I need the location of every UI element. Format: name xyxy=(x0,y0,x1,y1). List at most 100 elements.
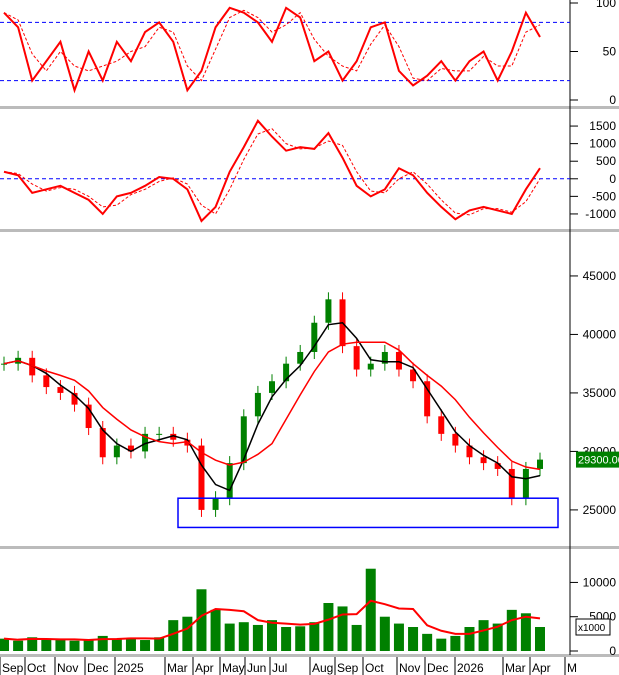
y-tick-label: 0 xyxy=(609,644,616,658)
volume-bar xyxy=(323,603,334,651)
panel-divider xyxy=(0,106,619,109)
volume-bar xyxy=(140,640,151,651)
candle-body xyxy=(522,468,529,499)
volume-bar xyxy=(41,639,52,651)
candle-body xyxy=(226,463,233,499)
candle-body xyxy=(198,445,205,510)
ma-long-line xyxy=(3,341,541,471)
candle-body xyxy=(85,404,92,429)
stoch-k-line xyxy=(3,6,541,94)
volume-bar xyxy=(13,640,24,651)
candle-body xyxy=(156,433,163,435)
volume-bar xyxy=(97,635,108,651)
volume-bar xyxy=(309,622,320,651)
volume-bar xyxy=(281,627,292,651)
x-tick-label: Jul xyxy=(272,661,287,675)
x-tick-label: Oct xyxy=(27,661,46,675)
volume-bar xyxy=(267,620,277,651)
volume-bar xyxy=(393,623,404,651)
unit-box xyxy=(575,618,611,636)
last-price-label: 29300.00 xyxy=(578,455,619,467)
volume-bar xyxy=(506,609,517,651)
candle-body xyxy=(353,346,360,370)
x-tick-label: Oct xyxy=(365,661,384,675)
x-tick-label: Mar xyxy=(167,661,188,675)
candle-body xyxy=(1,363,7,365)
candle-body xyxy=(269,381,275,393)
candle-body xyxy=(381,351,388,364)
candle-body xyxy=(297,351,304,364)
volume-bar xyxy=(295,626,306,651)
y-tick-label: 45000 xyxy=(583,269,617,283)
x-tick-label: Aug xyxy=(312,661,333,675)
candle-body xyxy=(438,416,445,434)
y-tick-label: 25000 xyxy=(583,503,617,517)
volume-bar xyxy=(69,640,80,651)
y-tick-label: -500 xyxy=(592,189,616,203)
macd-line xyxy=(3,119,541,223)
y-tick-label: 10000 xyxy=(583,575,617,589)
volume-bar xyxy=(478,620,489,651)
volume-bar xyxy=(224,623,235,651)
support-box xyxy=(177,497,559,529)
candle-body xyxy=(212,498,219,510)
candle-body xyxy=(254,392,261,417)
volume-bar xyxy=(27,637,38,651)
y-tick-label: 35000 xyxy=(583,386,617,400)
x-tick-label: Jun xyxy=(247,661,266,675)
candle-body xyxy=(537,459,543,469)
candle-body xyxy=(494,463,501,469)
last-price-badge xyxy=(576,451,619,468)
volume-bar xyxy=(520,613,531,651)
candle-body xyxy=(71,392,78,405)
candle-body xyxy=(184,439,191,446)
candle-body xyxy=(113,445,120,458)
x-tick-label: May xyxy=(222,661,245,675)
y-tick-label: 0 xyxy=(609,93,616,107)
y-tick-label: 0 xyxy=(609,172,616,186)
volume-bar xyxy=(252,624,263,651)
candle-body xyxy=(170,433,177,440)
x-tick-label: Apr xyxy=(195,661,214,675)
candle-body xyxy=(466,445,473,458)
x-tick-label: Sep xyxy=(2,661,24,675)
panel-divider xyxy=(0,546,619,549)
volume-bar xyxy=(351,624,362,651)
candle-body xyxy=(480,457,487,464)
candle-body xyxy=(99,428,106,458)
candle-body xyxy=(43,375,50,388)
candle-body xyxy=(29,357,36,376)
candle-body xyxy=(410,369,417,382)
volume-bar xyxy=(535,627,545,651)
volume-bar xyxy=(422,633,433,651)
stoch-signal-line xyxy=(3,9,541,82)
volume-bar xyxy=(168,620,179,651)
candle-body xyxy=(508,468,515,499)
x-tick-label: 2026 xyxy=(457,661,484,675)
volume-bar xyxy=(125,637,136,651)
volume-bar xyxy=(182,616,193,651)
x-tick-label: Sep xyxy=(337,661,359,675)
macd-signal-line xyxy=(3,128,541,216)
volume-bar xyxy=(210,609,221,651)
candle-body xyxy=(57,387,64,393)
volume-unit-label: x1000 xyxy=(578,623,606,634)
candle-body xyxy=(311,322,318,352)
volume-bar xyxy=(464,627,475,651)
volume-bar xyxy=(337,606,348,651)
candle-body xyxy=(240,416,247,464)
volume-bar xyxy=(379,616,390,651)
volume-bar xyxy=(196,589,207,651)
y-tick-label: 40000 xyxy=(583,327,617,341)
candle-body xyxy=(424,381,431,417)
volume-bar xyxy=(436,638,447,651)
y-tick-label: 100 xyxy=(596,0,616,10)
y-tick-label: 50 xyxy=(603,45,617,59)
x-tick-label: Apr xyxy=(532,661,551,675)
candle-body xyxy=(452,433,459,446)
volume-bar xyxy=(238,622,249,651)
candle-body xyxy=(367,363,374,370)
candle-body xyxy=(142,433,149,452)
